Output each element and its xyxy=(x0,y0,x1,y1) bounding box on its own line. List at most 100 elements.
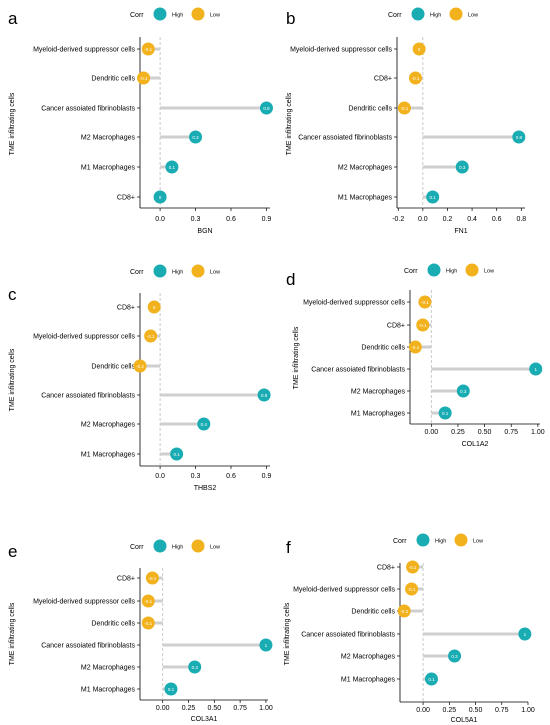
lollipop-value-label: 0.1 xyxy=(428,677,435,682)
x-axis-title: FN1 xyxy=(454,228,467,235)
lollipop-value-label: 0.9 xyxy=(261,393,268,398)
x-tick-label: 0.6 xyxy=(226,473,236,480)
panel-f: f Corr High Low 0.00 0.25 0.50 0.75 1.00 COL5A1 TM… xyxy=(284,533,535,724)
lollipop-dot xyxy=(141,42,155,56)
x-tick-label: 0.25 xyxy=(182,705,196,712)
x-tick-label: 1.00 xyxy=(259,705,273,712)
legend-low-marker xyxy=(191,7,205,21)
x-tick-label: 0.9 xyxy=(262,473,272,480)
category-label: Cancer assoiated fibrinoblasts xyxy=(301,632,395,639)
legend-title: Corr xyxy=(388,12,402,19)
lollipop-value-label: 0.3 xyxy=(192,135,199,140)
x-tick-label: 0.75 xyxy=(504,429,518,436)
legend: Corr High Low xyxy=(130,264,220,278)
x-tick-label: -0.2 xyxy=(392,216,404,223)
x-tick-label: 0.4 xyxy=(467,216,477,223)
lollipop-value-label: -0.1 xyxy=(144,47,152,52)
category-label: Myeloid-derived suppressor cells xyxy=(303,300,405,307)
lollipop-dot xyxy=(512,130,526,144)
legend-low-marker xyxy=(465,263,479,277)
lollipop-value-label: -0.2 xyxy=(400,609,408,614)
y-axis-title: TME infiltrating cells xyxy=(9,348,16,411)
x-tick-label: 0.50 xyxy=(208,705,222,712)
lollipop-dot xyxy=(141,616,155,630)
panel-c: c Corr High Low 0.0 0.3 0.6 0.9 THBS2 TME infiltr… xyxy=(8,264,272,492)
legend-high-marker xyxy=(153,264,167,278)
x-tick-label: 0.00 xyxy=(156,705,170,712)
lollipop-dot xyxy=(259,101,273,115)
lollipop-dot xyxy=(416,318,430,332)
legend-high-label: High xyxy=(430,13,441,19)
lollipop-dot xyxy=(145,571,159,585)
category-label: M1 Macrophages xyxy=(351,411,406,418)
x-axis-title: COL1A2 xyxy=(462,441,489,448)
lollipop-value-label: -0.1 xyxy=(419,323,427,328)
x-tick-label: 0.0 xyxy=(418,216,428,223)
legend-high-marker xyxy=(416,533,430,547)
lollipop-value-label: -0.1 xyxy=(144,621,152,626)
lollipop-dot xyxy=(424,672,438,686)
x-tick-label: 0.50 xyxy=(478,429,492,436)
x-axis-title: COL3A1 xyxy=(191,716,218,723)
legend-low-label: Low xyxy=(210,13,220,19)
panel-e: e Corr High Low 0.00 0.25 0.50 0.75 1.00 COL3A1 TM… xyxy=(8,539,273,723)
category-label: M2 Macrophages xyxy=(81,135,136,142)
category-label: Dendritic cells xyxy=(361,345,405,352)
legend: Corr High Low xyxy=(130,7,220,21)
x-tick-label: 0.75 xyxy=(495,707,509,714)
lollipop-value-label: -0.1 xyxy=(421,300,429,305)
lollipop-value-label: 0.1 xyxy=(169,165,176,170)
lollipop-dot xyxy=(408,340,422,354)
legend: Corr High Low xyxy=(404,263,494,277)
lollipop-value-label: 1 xyxy=(534,367,537,372)
panel-letter: c xyxy=(8,285,17,304)
lollipop-dot xyxy=(455,160,469,174)
legend-high-marker xyxy=(411,7,425,21)
category-label: CD8+ xyxy=(117,305,135,312)
lollipop-value-label: -0.1 xyxy=(140,76,148,81)
legend-low-label: Low xyxy=(473,539,483,545)
category-label: M2 Macrophages xyxy=(81,665,136,672)
legend-low-marker xyxy=(191,539,205,553)
legend-high-marker xyxy=(153,7,167,21)
panel-d: d Corr High Low 0.00 0.25 0.50 0.75 1.00 COL1A2 TM… xyxy=(286,263,545,448)
category-label: Cancer assoiated fibrinoblasts xyxy=(298,135,392,142)
lollipop-dot xyxy=(529,362,543,376)
legend: Corr High Low xyxy=(393,533,483,547)
legend-title: Corr xyxy=(404,268,418,275)
category-label: Myeloid-derived suppressor cells xyxy=(33,334,135,341)
category-label: CD8+ xyxy=(377,565,395,572)
lollipop-dot xyxy=(397,101,411,115)
category-label: CD8+ xyxy=(374,76,392,83)
x-tick-label: 0.3 xyxy=(191,216,201,223)
legend: Corr High Low xyxy=(388,7,478,21)
legend-high-label: High xyxy=(172,13,183,19)
lollipop-value-label: 0.1 xyxy=(168,687,175,692)
x-tick-label: 0.00 xyxy=(416,707,430,714)
lollipop-dot xyxy=(397,604,411,618)
panel-letter: a xyxy=(8,9,18,28)
category-label: Dendritic cells xyxy=(91,364,135,371)
lollipop-dot xyxy=(426,190,440,204)
lollipop-dot xyxy=(141,594,155,608)
lollipop-dot xyxy=(188,660,202,674)
x-tick-label: 0.3 xyxy=(191,473,201,480)
lollipop-value-label: -0.1 xyxy=(412,76,420,81)
x-tick-label: 0.0 xyxy=(155,216,165,223)
panel-letter: d xyxy=(286,270,295,289)
category-label: Cancer assoiated fibrinoblasts xyxy=(41,643,135,650)
panel-letter: b xyxy=(286,9,295,28)
lollipop-value-label: -0.1 xyxy=(401,106,409,111)
lollipop-value-label: -0.1 xyxy=(147,334,155,339)
lollipop-value-label: 0.8 xyxy=(516,135,523,140)
lollipop-value-label: 0.1 xyxy=(442,411,449,416)
category-label: Dendritic cells xyxy=(348,106,392,113)
y-axis-title: TME infiltrating cells xyxy=(286,92,293,155)
lollipop-dot xyxy=(257,388,271,402)
lollipop-value-label: 0 xyxy=(418,47,421,52)
panel-a: a Corr High Low 0.0 0.3 0.6 0.9 BGN TME infiltrat… xyxy=(8,7,273,235)
x-tick-label: 0.0 xyxy=(155,473,165,480)
lollipop-dot xyxy=(164,682,178,696)
category-label: M1 Macrophages xyxy=(81,687,136,694)
